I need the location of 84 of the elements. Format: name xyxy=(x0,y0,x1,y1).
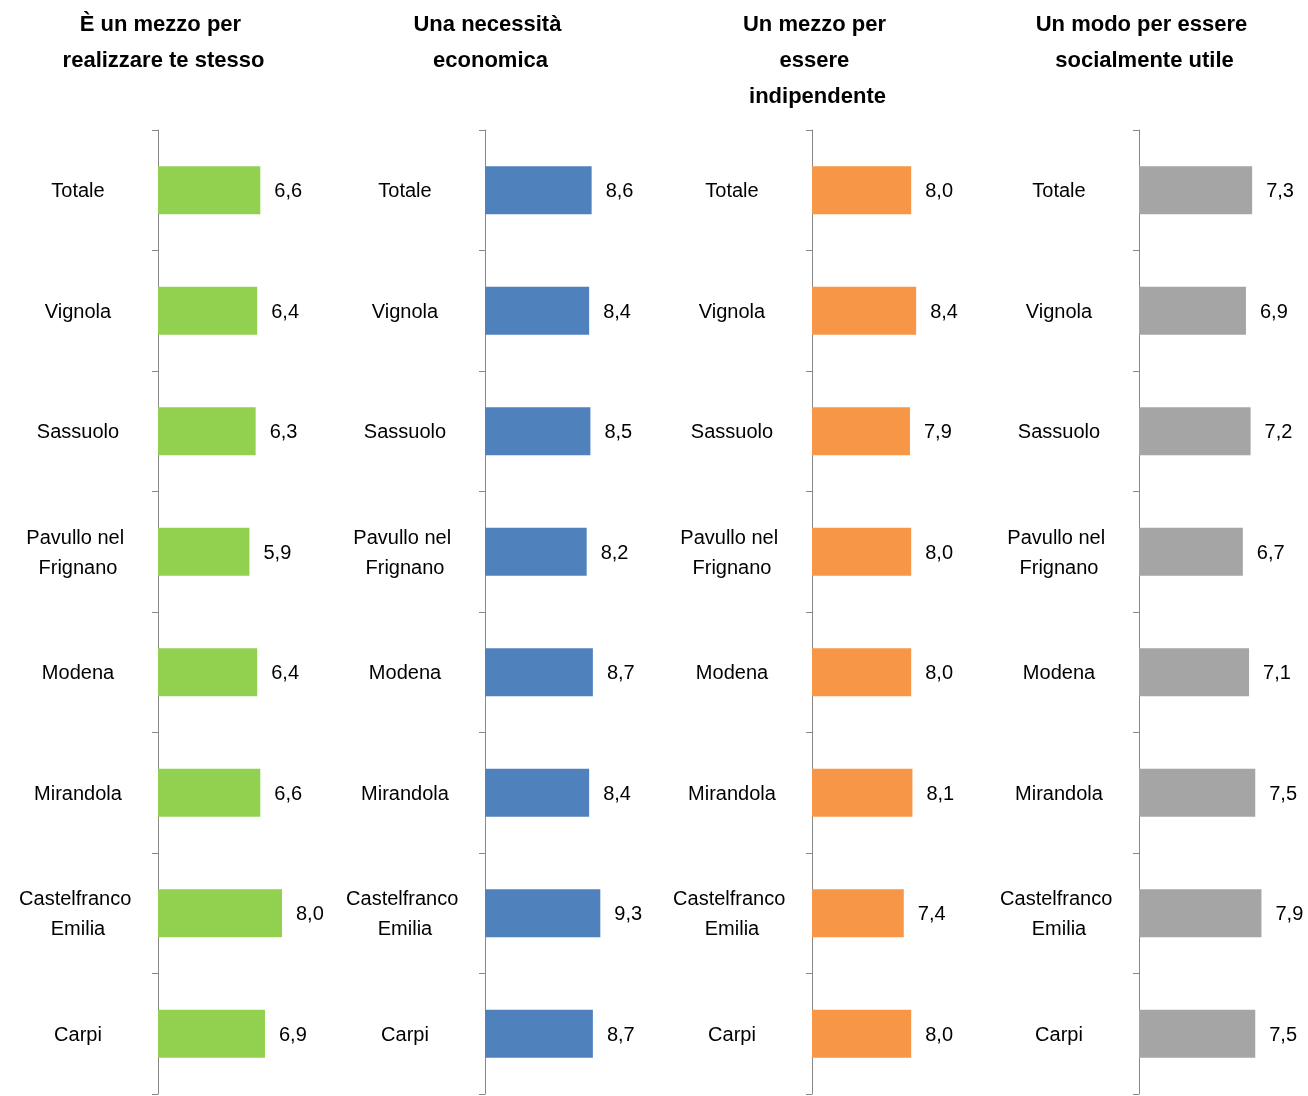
data-label: 5,9 xyxy=(263,540,292,563)
data-label: 8,0 xyxy=(925,179,954,202)
data-label: 6,6 xyxy=(274,179,303,202)
y-tick-label: Castelfranco Emilia xyxy=(19,887,137,940)
y-tick-label: Pavullo nel Frignano xyxy=(680,525,784,578)
bar xyxy=(485,1009,593,1058)
bar xyxy=(158,286,258,335)
bar xyxy=(158,768,261,817)
data-label: 8,0 xyxy=(925,1022,954,1045)
data-label: 6,9 xyxy=(278,1022,307,1045)
data-label: 6,4 xyxy=(271,299,300,322)
data-label: 7,5 xyxy=(1269,781,1298,804)
y-tick-label: Vignola xyxy=(44,299,113,322)
data-label: 8,1 xyxy=(926,781,955,804)
data-label: 8,4 xyxy=(930,299,958,322)
y-tick-label: Vignola xyxy=(1025,299,1094,322)
bar xyxy=(158,1009,265,1058)
data-label: 8,6 xyxy=(605,179,634,202)
y-tick-label: Modena xyxy=(368,661,443,684)
y-tick-label: Modena xyxy=(41,661,116,684)
y-tick-label: Sassuolo xyxy=(36,420,120,443)
y-tick-label: Carpi xyxy=(708,1022,756,1045)
data-label: 6,9 xyxy=(1259,299,1288,322)
y-tick-label: Sassuolo xyxy=(1017,420,1101,443)
data-label: 8,0 xyxy=(925,540,954,563)
bar xyxy=(158,889,282,938)
y-tick-label: Totale xyxy=(705,179,759,202)
bar xyxy=(485,648,593,697)
y-tick-label: Totale xyxy=(51,179,105,202)
data-label: 7,3 xyxy=(1266,179,1294,202)
data-label: 8,2 xyxy=(600,540,629,563)
y-tick-label: Mirandola xyxy=(34,781,123,804)
data-label: 8,5 xyxy=(604,420,633,443)
y-tick-label: Castelfranco Emilia xyxy=(1000,887,1118,940)
y-tick-label: Totale xyxy=(1032,179,1086,202)
data-label: 7,9 xyxy=(1275,902,1304,925)
y-tick-label: Mirandola xyxy=(1015,781,1104,804)
data-label: 7,4 xyxy=(917,902,946,925)
bar xyxy=(158,527,250,576)
data-label: 8,0 xyxy=(925,661,954,684)
y-tick-label: Modena xyxy=(695,661,770,684)
chart-title: Un mezzo per essere indipendente xyxy=(742,10,893,108)
data-label: 7,9 xyxy=(923,420,952,443)
data-label: 8,7 xyxy=(606,1022,635,1045)
data-label: 8,4 xyxy=(603,299,631,322)
y-tick-label: Mirandola xyxy=(361,781,450,804)
y-tick-label: Castelfranco Emilia xyxy=(673,887,791,940)
y-tick-label: Sassuolo xyxy=(363,420,447,443)
bar xyxy=(485,407,591,456)
bar xyxy=(485,889,601,938)
chart-title: Una necessità economica xyxy=(413,10,568,72)
y-tick-label: Carpi xyxy=(381,1022,429,1045)
data-label: 6,7 xyxy=(1256,540,1285,563)
bar xyxy=(158,166,261,215)
y-tick-label: Carpi xyxy=(1035,1022,1083,1045)
y-tick-label: Carpi xyxy=(54,1022,102,1045)
y-tick-label: Pavullo nel Frignano xyxy=(26,525,130,578)
data-label: 9,3 xyxy=(614,902,643,925)
chart-title: Un modo per essere socialmente utile xyxy=(1035,10,1254,72)
bar xyxy=(485,286,590,335)
y-tick-label: Mirandola xyxy=(688,781,777,804)
y-tick-label: Castelfranco Emilia xyxy=(346,887,464,940)
y-tick-label: Totale xyxy=(378,179,432,202)
bar xyxy=(485,527,587,576)
data-label: 7,1 xyxy=(1263,661,1291,684)
y-tick-label: Vignola xyxy=(371,299,440,322)
data-label: 6,4 xyxy=(271,661,300,684)
data-label: 6,3 xyxy=(269,420,298,443)
bar xyxy=(158,407,256,456)
data-label: 7,2 xyxy=(1264,420,1293,443)
y-tick-label: Pavullo nel Frignano xyxy=(353,525,457,578)
y-tick-label: Modena xyxy=(1022,661,1097,684)
chart-title: È un mezzo per realizzare te stesso xyxy=(62,10,265,72)
bar xyxy=(485,166,592,215)
bar xyxy=(485,768,590,817)
data-label: 8,0 xyxy=(296,902,324,925)
data-label: 8,4 xyxy=(603,781,631,804)
y-tick-label: Vignola xyxy=(698,299,767,322)
data-label: 6,6 xyxy=(274,781,303,804)
data-label: 8,7 xyxy=(606,661,635,684)
data-label: 7,5 xyxy=(1269,1022,1298,1045)
bar xyxy=(158,648,258,697)
y-tick-label: Sassuolo xyxy=(690,420,774,443)
y-tick-label: Pavullo nel Frignano xyxy=(1007,525,1111,578)
